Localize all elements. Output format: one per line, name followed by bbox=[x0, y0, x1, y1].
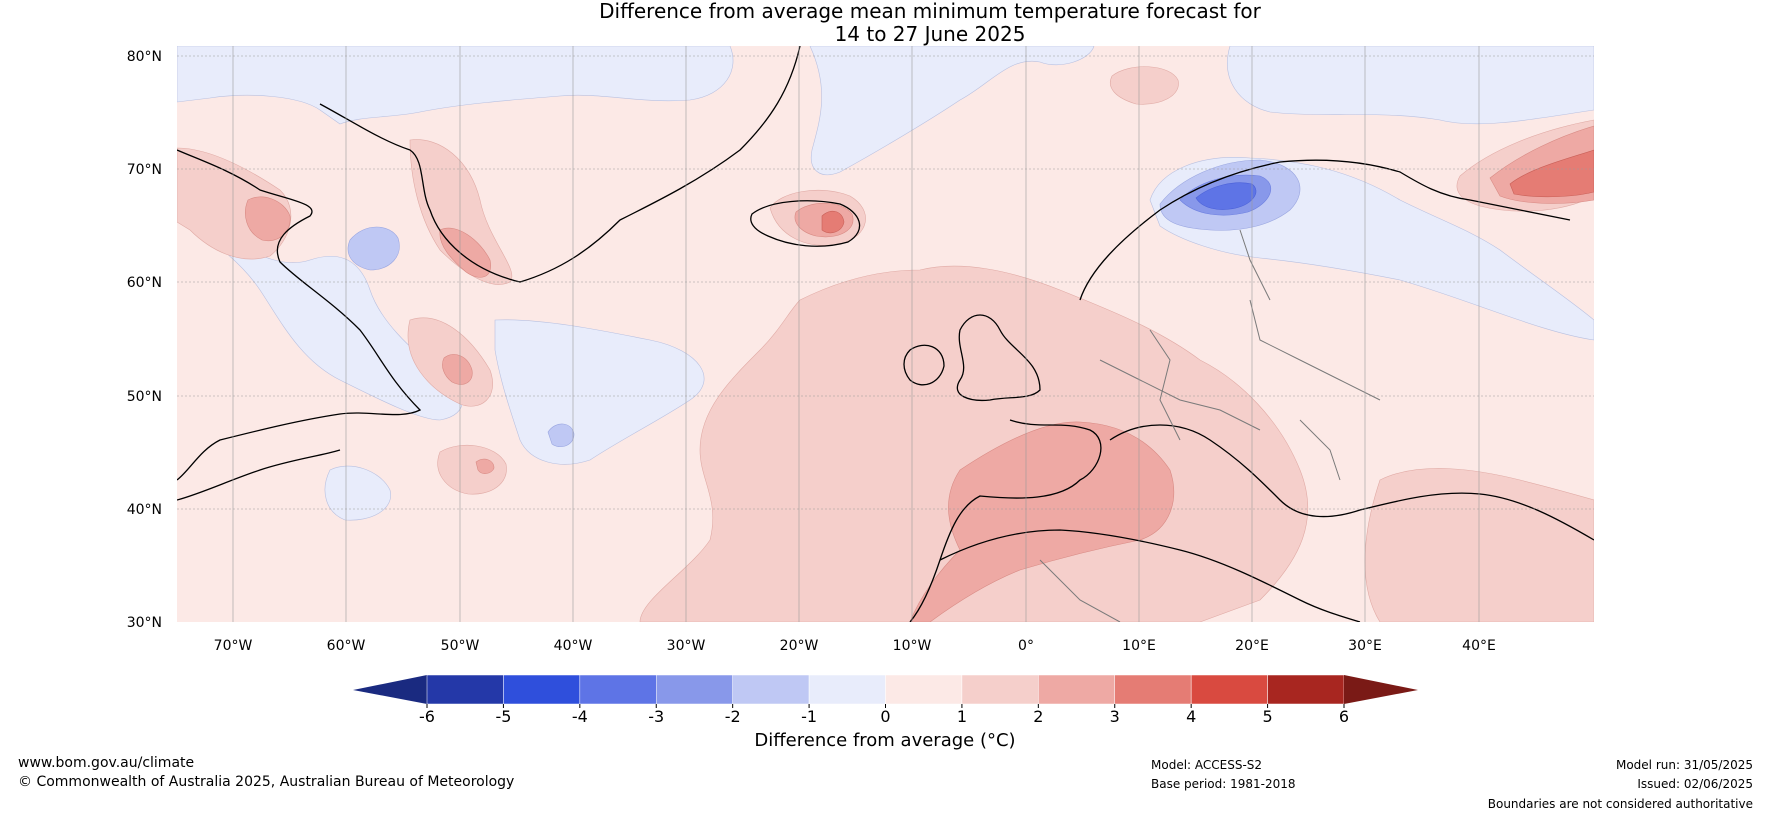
colorbar-segment-6 bbox=[885, 674, 963, 705]
cool-blob-atlantic bbox=[547, 423, 575, 447]
colorbar-tick-label-1: -5 bbox=[495, 707, 511, 726]
colorbar-segment-4 bbox=[732, 674, 810, 705]
warm-region-azores bbox=[437, 444, 507, 495]
colorbar-tick-label-7: 1 bbox=[957, 707, 967, 726]
footer-disclaimer: Boundaries are not considered authoritat… bbox=[1487, 797, 1753, 811]
footer-model-run: Model run: 31/05/2025 bbox=[1615, 758, 1753, 772]
gridlines bbox=[177, 55, 1594, 510]
border-line-4 bbox=[1299, 419, 1341, 481]
cool-blob-labrador bbox=[347, 226, 400, 271]
colorbar-tick-label-12: 6 bbox=[1339, 707, 1349, 726]
border-line-5 bbox=[1039, 559, 1121, 622]
warm-region-azores-core bbox=[475, 458, 495, 474]
cool-region-north-atlantic-north bbox=[809, 46, 1095, 176]
anomaly-fields bbox=[177, 46, 1594, 622]
lon-label-10w: 10°W bbox=[893, 638, 932, 654]
colorbar-tick-label-3: -3 bbox=[648, 707, 664, 726]
lon-label-60w: 60°W bbox=[327, 638, 366, 654]
warm-region-east bbox=[1364, 468, 1594, 622]
baffin-coast bbox=[177, 149, 422, 481]
longitude-labels: 70°W 60°W 50°W 40°W 30°W 20°W 10°W 0° 10… bbox=[214, 638, 1496, 654]
cool-core-norway-2 bbox=[1195, 182, 1257, 210]
hot-core-barents bbox=[1509, 149, 1594, 198]
title-line-1: Difference from average mean minimum tem… bbox=[599, 0, 1261, 23]
cool-region-mid-atlantic bbox=[494, 319, 705, 465]
hot-core-iceland bbox=[821, 210, 845, 234]
colorbar-tick-label-8: 2 bbox=[1033, 707, 1043, 726]
footer-copyright: © Commonwealth of Australia 2025, Austra… bbox=[18, 774, 515, 790]
colorbar-under-arrow bbox=[353, 675, 427, 704]
europe-coast bbox=[909, 419, 1594, 622]
colorbar-segment-10 bbox=[1190, 674, 1268, 705]
warm-region-iberia-africa bbox=[909, 421, 1174, 622]
colorbar-tick-label-6: 0 bbox=[880, 707, 890, 726]
norway-coast bbox=[1079, 159, 1571, 301]
colorbar-tick-label-5: -1 bbox=[801, 707, 817, 726]
border-line-3 bbox=[1249, 299, 1381, 401]
lon-label-40e: 40°E bbox=[1462, 638, 1496, 654]
colorbar-tick-label-2: -4 bbox=[572, 707, 588, 726]
colorbar-segment-2 bbox=[579, 674, 657, 705]
country-borders bbox=[1039, 229, 1381, 622]
meridians bbox=[232, 46, 1480, 622]
lon-label-50w: 50°W bbox=[441, 638, 480, 654]
colorbar-tick-label-11: 5 bbox=[1262, 707, 1272, 726]
colorbar-tick-label-0: -6 bbox=[419, 707, 435, 726]
footer-issued: Issued: 02/06/2025 bbox=[1637, 777, 1753, 791]
colorbar-segment-5 bbox=[808, 674, 886, 705]
lat-label-40: 40°N bbox=[127, 502, 162, 518]
lat-label-50: 50°N bbox=[127, 389, 162, 405]
latitude-labels: 80°N 70°N 60°N 50°N 40°N 30°N bbox=[127, 49, 162, 631]
africa-coast bbox=[939, 529, 1361, 622]
footer-model: Model: ACCESS-S2 bbox=[1151, 758, 1263, 772]
lon-label-40w: 40°W bbox=[554, 638, 593, 654]
footer-base-period: Base period: 1981-2018 bbox=[1151, 777, 1296, 791]
north-america-coast bbox=[177, 449, 341, 501]
coastlines bbox=[177, 46, 1594, 622]
border-line-6 bbox=[1239, 229, 1271, 301]
colorbar-segment-9 bbox=[1114, 674, 1192, 705]
colorbar: -6 -5 -4 -3 -2 -1 0 1 2 3 4 5 6 bbox=[353, 674, 1418, 726]
greenland-coast bbox=[319, 46, 801, 283]
cool-region-arctic bbox=[177, 46, 734, 125]
colorbar-segment-1 bbox=[503, 674, 581, 705]
britain-coast bbox=[956, 314, 1041, 402]
lat-label-60: 60°N bbox=[127, 275, 162, 291]
colorbar-tick-label-10: 4 bbox=[1186, 707, 1196, 726]
colorbar-segment-7 bbox=[961, 674, 1039, 705]
lon-label-30e: 30°E bbox=[1348, 638, 1382, 654]
colorbar-segment-8 bbox=[1038, 674, 1116, 705]
iceland-coast bbox=[750, 200, 861, 247]
colorbar-tick-label-4: -2 bbox=[725, 707, 741, 726]
lon-label-30w: 30°W bbox=[667, 638, 706, 654]
colorbar-tick-label-9: 3 bbox=[1110, 707, 1120, 726]
lon-label-20e: 20°E bbox=[1235, 638, 1269, 654]
lon-label-0: 0° bbox=[1018, 638, 1034, 654]
colorbar-segment-11 bbox=[1267, 674, 1345, 705]
colorbar-over-arrow bbox=[1344, 675, 1418, 704]
cool-region-southwest bbox=[324, 465, 391, 521]
lon-label-70w: 70°W bbox=[214, 638, 253, 654]
colorbar-segment-3 bbox=[656, 674, 733, 705]
cool-region-barents bbox=[1227, 46, 1594, 125]
lat-label-30: 30°N bbox=[127, 615, 162, 631]
title-line-2: 14 to 27 June 2025 bbox=[834, 22, 1026, 46]
map-title: Difference from average mean minimum tem… bbox=[230, 0, 1630, 46]
lon-label-10e: 10°E bbox=[1122, 638, 1156, 654]
lat-label-80: 80°N bbox=[127, 49, 162, 65]
border-line-2 bbox=[1149, 329, 1181, 441]
border-line-1 bbox=[1099, 359, 1261, 431]
colorbar-segment-0 bbox=[426, 674, 504, 705]
colorbar-title: Difference from average (°C) bbox=[754, 730, 1016, 751]
ireland-coast bbox=[903, 344, 945, 386]
lat-label-70: 70°N bbox=[127, 162, 162, 178]
warm-region-svalbard bbox=[1110, 66, 1179, 105]
footer-website: www.bom.gov.au/climate bbox=[18, 755, 195, 771]
lon-label-20w: 20°W bbox=[780, 638, 819, 654]
